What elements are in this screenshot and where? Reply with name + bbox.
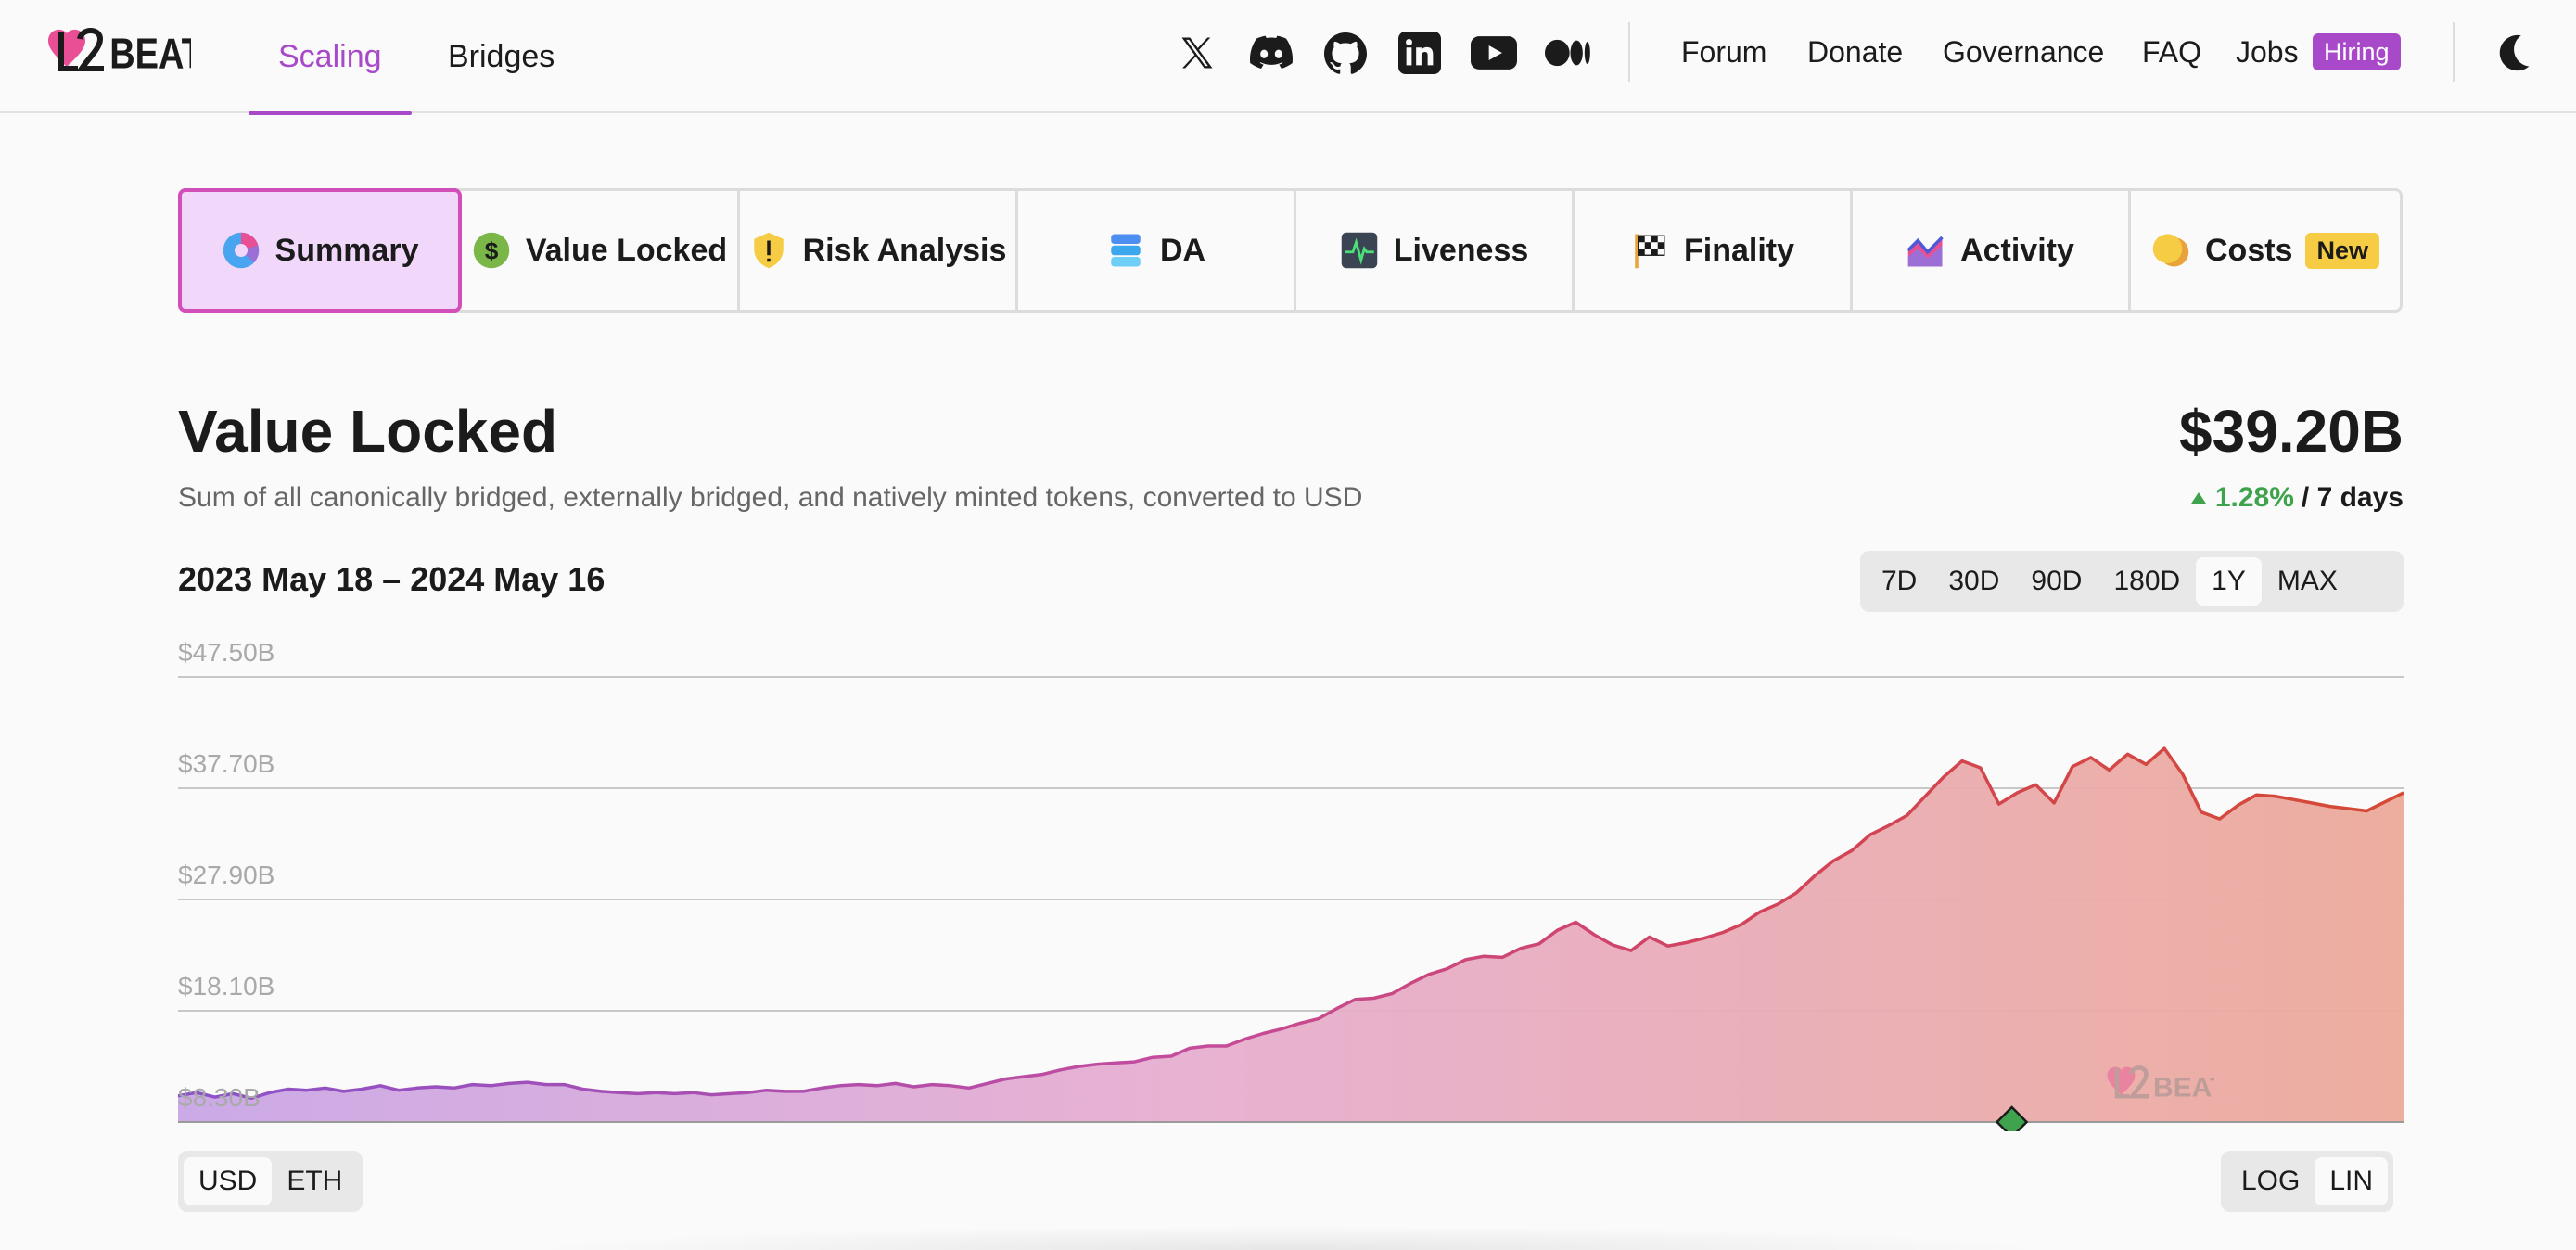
change-percent: 1.28%	[2214, 482, 2294, 513]
svg-text:$: $	[485, 237, 499, 265]
new-badge: New	[2305, 232, 2379, 269]
nav-link-donate[interactable]: Donate	[1807, 34, 1904, 69]
tab-costs-label: Costs	[2205, 232, 2293, 268]
y-tick-label: $47.50B	[178, 638, 275, 667]
tab-activity[interactable]: Activity	[1853, 191, 2131, 310]
x-icon[interactable]	[1174, 30, 1220, 76]
linkedin-icon[interactable]	[1396, 30, 1443, 76]
tab-value-locked[interactable]: $ Value Locked	[462, 191, 740, 310]
change-period: / 7 days	[2301, 482, 2404, 513]
tab-costs[interactable]: Costs New	[2131, 191, 2400, 310]
triangle-up-icon	[2190, 492, 2206, 504]
tab-activity-label: Activity	[1960, 232, 2074, 268]
svg-text:BEAT: BEAT	[109, 30, 191, 77]
tab-risk-analysis-label: Risk Analysis	[802, 232, 1007, 268]
y-tick-label: $8.30B	[178, 1083, 261, 1112]
shield-warning-icon	[753, 232, 784, 269]
nav-divider-2	[2453, 22, 2455, 82]
weekly-change: 1.28% / 7 days	[2190, 482, 2404, 514]
nav-tab-bridges[interactable]: Bridges	[448, 0, 555, 113]
nav-tab-bridges-label: Bridges	[448, 38, 555, 74]
coins-icon	[2152, 234, 2189, 267]
pulse-icon	[1341, 232, 1377, 269]
nav-tab-scaling-label: Scaling	[278, 38, 382, 74]
database-icon	[1111, 234, 1141, 267]
usd-button[interactable]: USD	[184, 1157, 273, 1205]
hiring-badge[interactable]: Hiring	[2313, 33, 2401, 70]
active-tab-underline	[249, 111, 412, 115]
nav-divider	[1628, 22, 1630, 82]
nav-link-jobs[interactable]: Jobs	[2236, 34, 2299, 69]
tab-da[interactable]: DA	[1018, 191, 1296, 310]
range-1y-button[interactable]: 1Y	[2196, 557, 2262, 606]
tab-finality[interactable]: Finality	[1575, 191, 1853, 310]
dark-mode-moon-icon[interactable]	[2494, 32, 2537, 74]
nav-link-forum[interactable]: Forum	[1681, 34, 1767, 69]
chart-canvas	[178, 676, 2404, 1131]
nav-tab-scaling[interactable]: Scaling	[249, 0, 412, 115]
total-value-locked: $39.20B	[2179, 398, 2404, 465]
event-marker-diamond[interactable]	[1995, 1105, 2029, 1131]
discord-icon[interactable]	[1248, 30, 1294, 76]
tab-value-locked-label: Value Locked	[525, 232, 728, 268]
nav-link-faq[interactable]: FAQ	[2142, 34, 2202, 69]
range-180d-button[interactable]: 180D	[2113, 566, 2181, 596]
change-up: 1.28%	[2190, 482, 2294, 514]
range-7d-button[interactable]: 7D	[1881, 566, 1918, 596]
l2beat-watermark-logo: BEAT	[2107, 1065, 2214, 1103]
nav-link-governance[interactable]: Governance	[1943, 34, 2105, 69]
tab-liveness[interactable]: Liveness	[1296, 191, 1575, 310]
tab-da-label: DA	[1159, 232, 1206, 268]
chart-line	[178, 746, 2404, 1101]
top-navigation: BEAT Scaling Bridges Forum Donate Govern…	[0, 0, 2576, 115]
range-30d-button[interactable]: 30D	[1948, 566, 2000, 596]
page-subtitle: Sum of all canonically bridged, external…	[178, 482, 1363, 513]
tab-summary-label: Summary	[274, 232, 419, 268]
y-tick-label: $27.90B	[178, 861, 275, 889]
log-scale-button[interactable]: LOG	[2241, 1166, 2301, 1196]
pie-chart-icon	[223, 232, 259, 269]
tab-finality-label: Finality	[1683, 232, 1795, 268]
l2beat-logo[interactable]: BEAT	[43, 20, 191, 82]
chart-area	[178, 748, 2404, 1122]
medium-icon[interactable]	[1545, 30, 1591, 76]
y-tick-label: $18.10B	[178, 972, 275, 1001]
tab-risk-analysis[interactable]: Risk Analysis	[740, 191, 1018, 310]
value-locked-chart[interactable]: $47.50B $37.70B $27.90B $18.10B $8.30B	[178, 631, 2404, 1131]
checkered-flag-icon	[1635, 234, 1665, 269]
youtube-icon[interactable]	[1471, 30, 1517, 76]
svg-text:BEAT: BEAT	[2153, 1072, 2214, 1103]
range-90d-button[interactable]: 90D	[2031, 566, 2083, 596]
scale-toggle: LOG LIN	[2221, 1151, 2394, 1212]
section-tabs: Summary $ Value Locked Risk Analysis DA …	[178, 188, 2403, 312]
currency-toggle: USD ETH	[178, 1151, 363, 1212]
section-shadow	[519, 1226, 2059, 1250]
tab-summary[interactable]: Summary	[178, 188, 462, 312]
github-icon[interactable]	[1322, 30, 1369, 76]
dollar-coin-icon: $	[473, 232, 510, 269]
eth-button[interactable]: ETH	[287, 1166, 343, 1196]
y-tick-label: $37.70B	[178, 749, 275, 778]
linear-scale-button[interactable]: LIN	[2315, 1157, 2389, 1205]
page-title: Value Locked	[178, 398, 558, 465]
range-max-button[interactable]: MAX	[2276, 566, 2338, 596]
date-range: 2023 May 18 – 2024 May 16	[178, 560, 606, 598]
tab-liveness-label: Liveness	[1393, 232, 1529, 268]
time-range-selector: 7D 30D 90D 180D 1Y MAX	[1860, 551, 2404, 612]
activity-chart-icon	[1906, 236, 1944, 267]
